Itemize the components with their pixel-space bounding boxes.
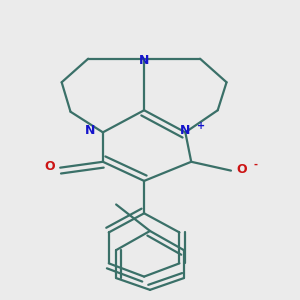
Text: N: N — [85, 124, 96, 137]
Text: O: O — [45, 160, 55, 173]
Text: O: O — [236, 163, 247, 176]
Text: +: + — [197, 122, 206, 131]
Text: N: N — [180, 124, 190, 137]
Text: -: - — [254, 160, 258, 170]
Text: N: N — [139, 54, 149, 67]
